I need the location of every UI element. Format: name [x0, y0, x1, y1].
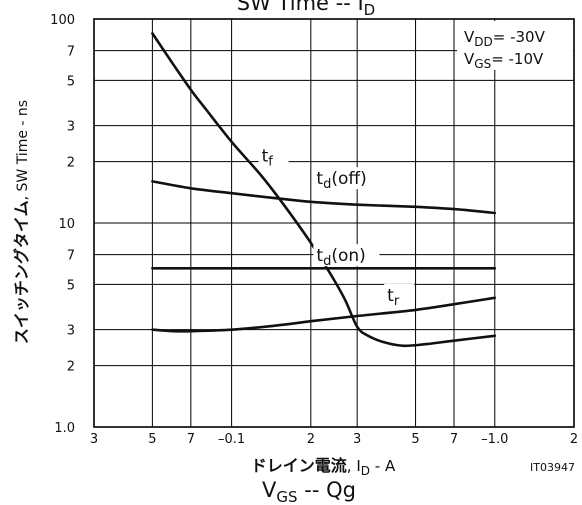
- y-tick-label-9: 7: [67, 45, 75, 60]
- bottom-caption: VGS -- Qg: [262, 478, 356, 505]
- series-td-off-label-bg: [313, 167, 389, 190]
- y-tick-label-6: 2: [67, 156, 75, 171]
- y-tick-label-4: 7: [67, 249, 75, 264]
- figure-id: IT03947: [530, 461, 575, 474]
- y-tick-label-7: 3: [67, 120, 75, 135]
- plot-frame: [93, 18, 575, 428]
- condition-vdd: VDD= -30V: [464, 28, 546, 49]
- conditions-box: [457, 21, 573, 70]
- condition-vgs: VGS= -10V: [464, 50, 544, 71]
- y-tick-label-1: 2: [67, 360, 75, 375]
- y-tick-label-5: 10: [58, 217, 75, 232]
- x-axis-label: ドレイン電流, ID - A: [251, 456, 396, 478]
- x-tick-label-9: 2: [570, 432, 578, 447]
- series-tr-label: tr: [384, 283, 415, 309]
- y-tick-label-3: 5: [67, 278, 75, 293]
- y-tick-label-0: 1.0: [54, 421, 75, 436]
- x-tick-label-8: –1.0: [481, 432, 508, 447]
- series-td-on-label: td(on): [313, 244, 380, 269]
- series-td-on-label-bg: [313, 244, 380, 267]
- series-tf-label: tf: [258, 144, 289, 170]
- series-tf-label-bg: [258, 144, 289, 167]
- tick-labels: 3 5 7 –0.1 2 3 5 7 –1.0 2 1.0 2 3 5 7 10 2 3 5 7 100: [50, 13, 578, 447]
- series-tf-curve: [151, 32, 497, 348]
- x-tick-label-2: 7: [187, 432, 195, 447]
- y-tick-label-2: 3: [67, 324, 75, 339]
- y-axis-label: スイッチングタイム, SW Time - ns: [12, 100, 31, 344]
- x-tick-label-6: 5: [411, 432, 419, 447]
- x-tick-label-3: –0.1: [218, 432, 245, 447]
- series-tr-curve: [151, 296, 497, 333]
- series-tr-label-bg: [384, 283, 415, 306]
- x-tick-label-7: 7: [450, 432, 458, 447]
- x-tick-label-1: 5: [148, 432, 156, 447]
- series-td-off-label-text: td(off): [316, 169, 366, 192]
- series-tr-label-text: tr: [387, 286, 400, 309]
- series-tf-label-text: tf: [262, 147, 274, 170]
- series-labels: tf td(off) td(on) tr: [258, 144, 415, 309]
- grid-lines: [93, 18, 575, 428]
- series-td-off-label: td(off): [313, 167, 389, 192]
- y-tick-label-10: 100: [50, 13, 75, 28]
- x-tick-label-4: 2: [307, 432, 315, 447]
- x-tick-label-0: 3: [90, 432, 98, 447]
- series-td-on-label-text: td(on): [316, 246, 365, 269]
- x-tick-label-5: 3: [353, 432, 361, 447]
- series-curves: [151, 32, 497, 348]
- chart-title: SW Time -- ID: [237, 0, 375, 19]
- series-td-off-curve: [151, 180, 497, 215]
- y-tick-label-8: 5: [67, 74, 75, 89]
